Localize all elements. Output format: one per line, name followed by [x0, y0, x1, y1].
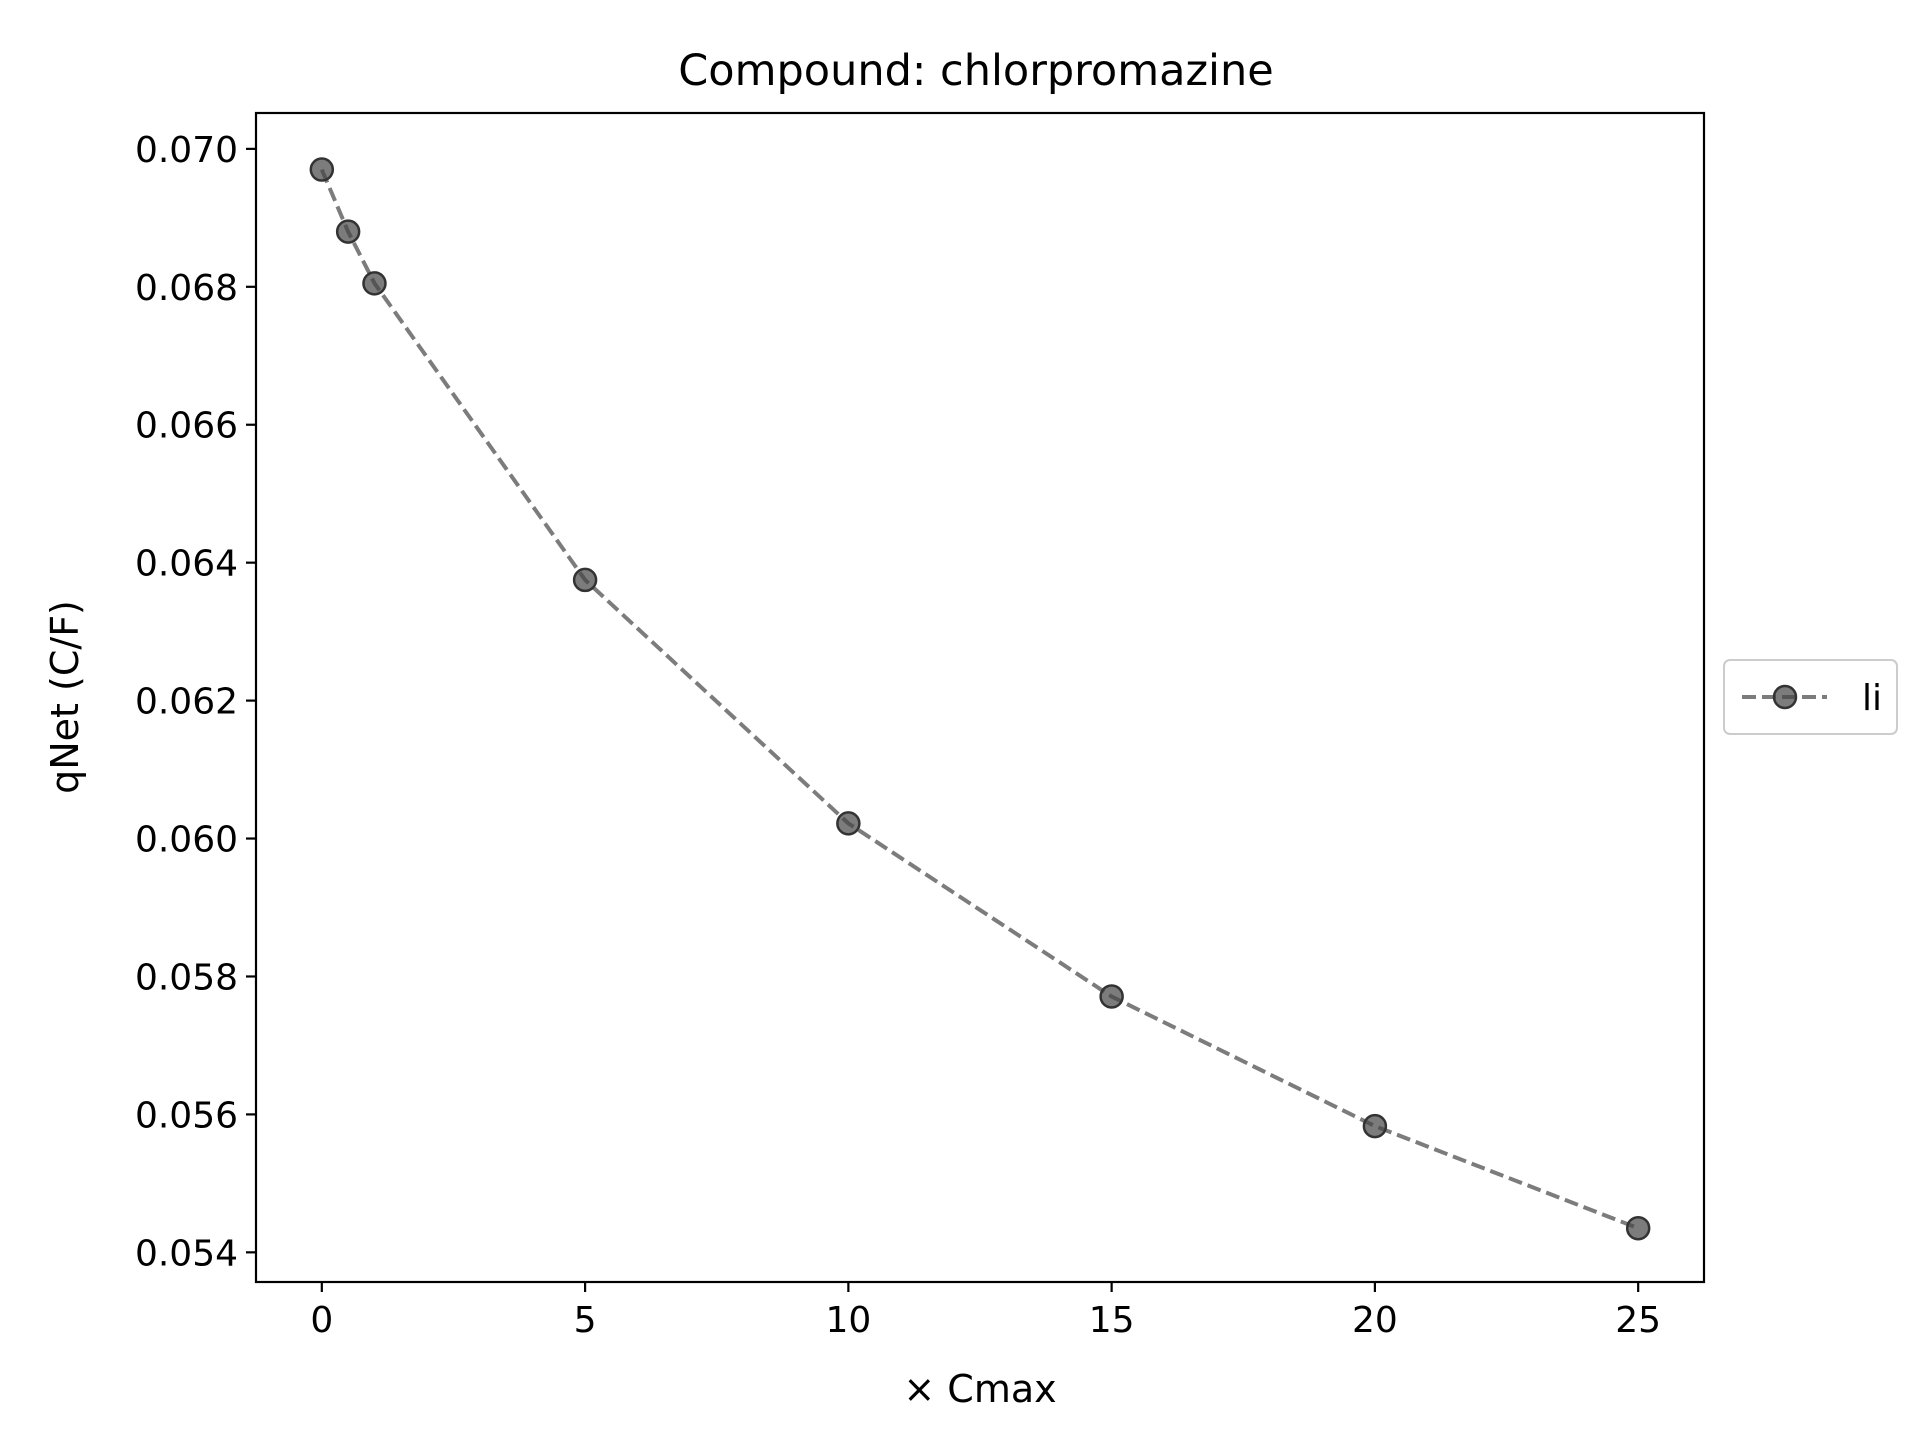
- data-point: [309, 157, 335, 182]
- x-tick-label: 25: [1615, 1300, 1661, 1341]
- chart-title: Compound: chlorpromazine: [678, 46, 1273, 96]
- y-tick-label: 0.070: [135, 130, 238, 171]
- data-point: [1362, 1113, 1388, 1139]
- data-point: [362, 271, 387, 296]
- x-axis-label: × Cmax: [903, 1367, 1056, 1411]
- x-tick-label: 15: [1089, 1300, 1135, 1341]
- plot-frame: [254, 111, 1706, 1284]
- legend-label: li: [1862, 678, 1882, 719]
- x-tick-label: 0: [310, 1300, 333, 1341]
- y-tick-label: 0.054: [135, 1233, 238, 1274]
- x-tick-label: 20: [1352, 1300, 1398, 1341]
- x-tick-label: 10: [825, 1300, 871, 1341]
- y-tick-label: 0.062: [135, 682, 238, 723]
- axis-ticks: 0 5 10 15 20 25 0.054 0.056 0.058 0.060 0.062 0.064…: [135, 130, 1661, 1341]
- legend: li: [1723, 659, 1898, 735]
- data-point: [335, 219, 361, 244]
- data-point: [1625, 1215, 1651, 1241]
- y-axis-label: qNet (C/F): [43, 600, 87, 794]
- y-tick-label: 0.058: [135, 957, 238, 998]
- series-layer: [309, 157, 1651, 1241]
- x-tick-label: 5: [574, 1300, 597, 1341]
- y-tick-label: 0.064: [135, 544, 238, 585]
- y-tick-label: 0.056: [135, 1095, 238, 1136]
- data-point: [572, 567, 598, 593]
- legend-marker-swatch: [1772, 684, 1798, 710]
- y-tick-label: 0.060: [135, 820, 238, 861]
- y-tick-label: 0.068: [135, 268, 238, 309]
- series-line: [319, 168, 1639, 1231]
- data-point: [836, 811, 861, 836]
- y-tick-label: 0.066: [135, 406, 238, 447]
- data-point: [1099, 984, 1124, 1009]
